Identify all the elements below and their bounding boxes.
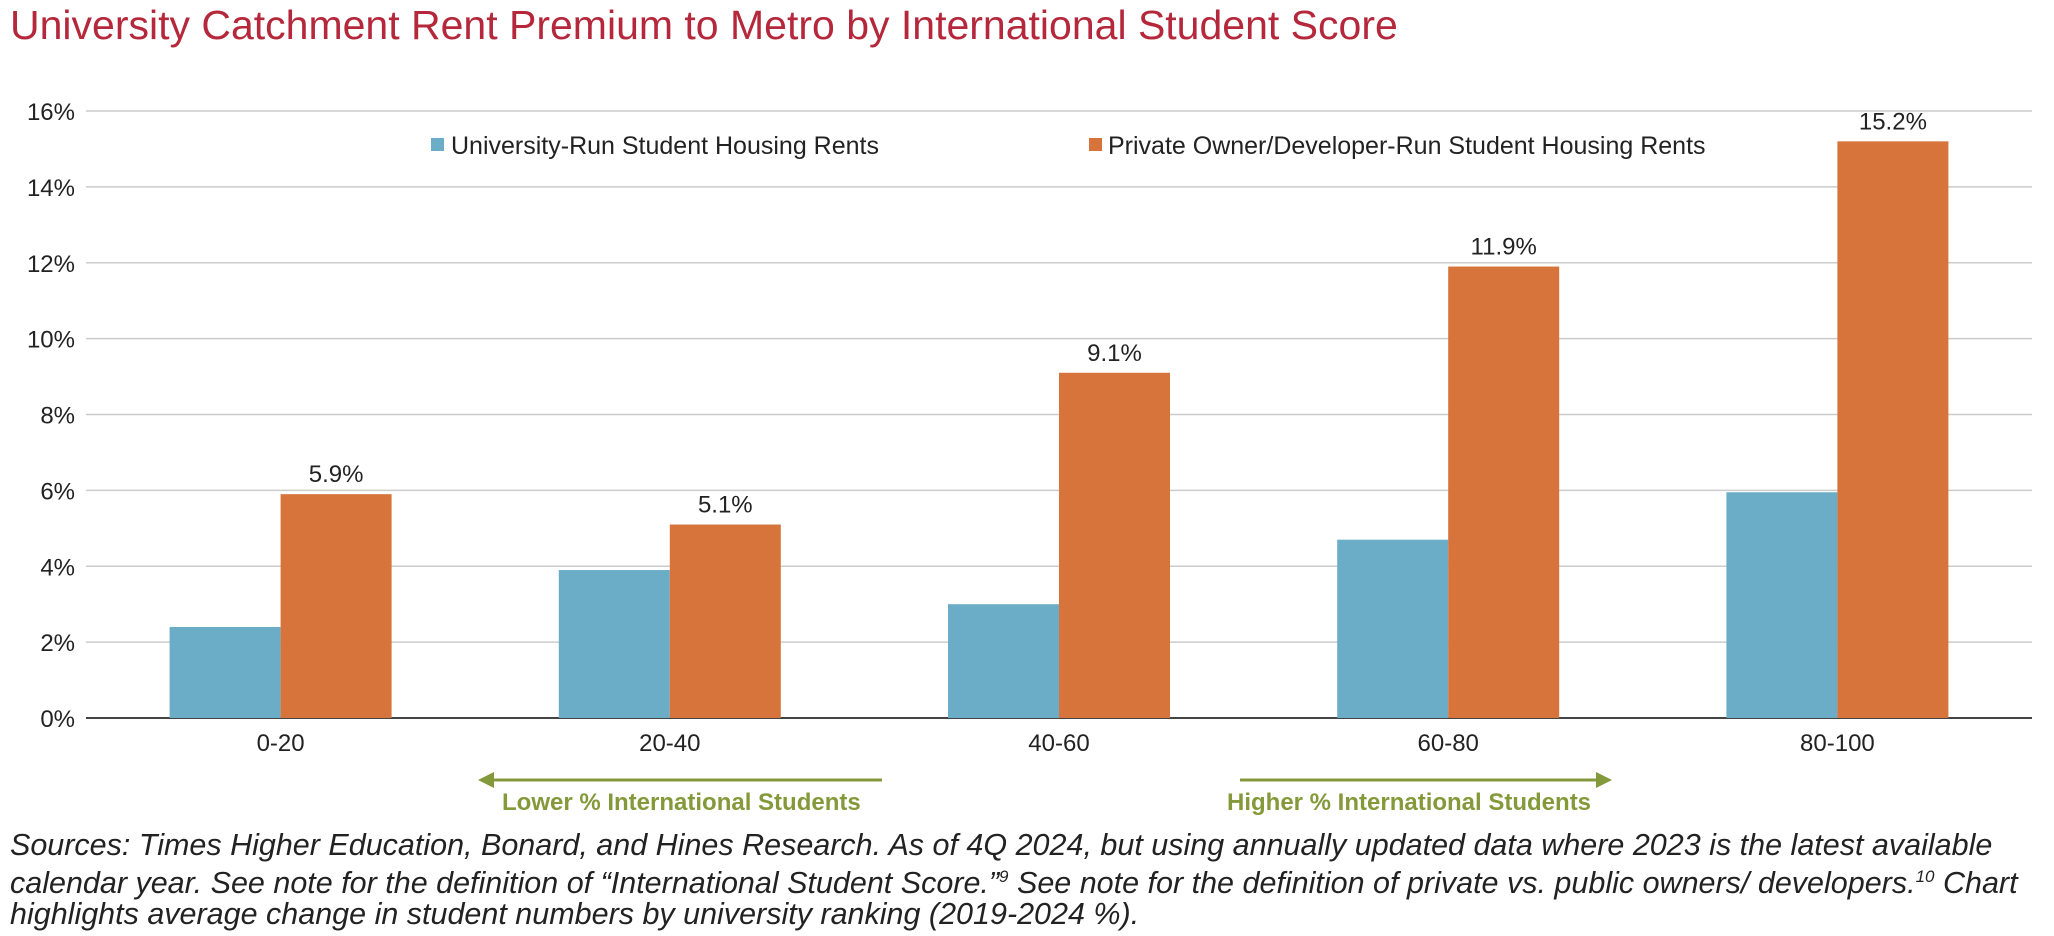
legend-label-university: University-Run Student Housing Rents — [451, 132, 879, 160]
legend-label-private: Private Owner/Developer-Run Student Hous… — [1108, 132, 1706, 160]
data-labels: 5.9% 5.1% 9.1% 11.9% 15.2% — [309, 108, 1927, 518]
x-tick-label: 40-60 — [1028, 730, 1089, 757]
data-label: 11.9% — [1471, 234, 1537, 261]
footnote-ref-9: 9 — [999, 867, 1009, 886]
annotation-lower: Lower % International Students — [478, 772, 882, 816]
source-note: Sources: Times Higher Education, Bonard,… — [10, 828, 2040, 932]
data-label: 15.2% — [1859, 108, 1927, 135]
data-label: 5.1% — [698, 492, 753, 519]
x-tick-label: 80-100 — [1800, 730, 1875, 757]
bar-private — [669, 524, 781, 718]
bar-private — [1448, 266, 1560, 718]
y-axis-ticks: 0% 2% 4% 6% 8% 10% 12% 14% 16% — [27, 99, 75, 733]
y-tick-label: 14% — [27, 175, 75, 202]
annotation-lower-label: Lower % International Students — [502, 789, 861, 816]
y-tick-label: 12% — [27, 251, 75, 278]
x-tick-label: 20-40 — [639, 730, 700, 757]
legend: University-Run Student Housing Rents Pri… — [431, 132, 1706, 160]
data-label: 9.1% — [1087, 340, 1142, 367]
source-part-2: See note for the definition of private v… — [1008, 866, 1916, 901]
y-tick-label: 6% — [40, 478, 75, 505]
bar-private — [1837, 141, 1949, 719]
data-label: 5.9% — [309, 461, 364, 488]
chart-title: University Catchment Rent Premium to Met… — [10, 2, 1398, 48]
y-tick-label: 16% — [27, 99, 75, 126]
arrow-left-head — [478, 772, 494, 788]
y-tick-label: 10% — [27, 327, 75, 354]
bar-university — [1337, 539, 1449, 718]
y-tick-label: 4% — [40, 554, 75, 581]
annotation-higher-label: Higher % International Students — [1227, 789, 1591, 816]
bars — [169, 141, 1949, 719]
source-part-1: Sources: Times Higher Education, Bonard,… — [10, 828, 1993, 901]
legend-swatch-private — [1089, 138, 1102, 151]
y-tick-label: 0% — [40, 706, 75, 733]
bar-chart: 0% 2% 4% 6% 8% 10% 12% 14% 16% 5.9% 5.1% 9.1% 11.9%… — [27, 99, 2032, 816]
bar-private — [280, 494, 392, 718]
footnote-ref-10: 10 — [1915, 867, 1935, 886]
arrow-right-head — [1596, 772, 1612, 788]
x-axis-ticks: 0-20 20-40 40-60 60-80 80-100 — [257, 730, 1875, 757]
bar-university — [948, 604, 1059, 718]
annotation-higher: Higher % International Students — [1227, 772, 1612, 816]
y-tick-label: 8% — [40, 403, 75, 430]
x-tick-label: 0-20 — [257, 730, 305, 757]
y-tick-label: 2% — [40, 630, 75, 657]
x-tick-label: 60-80 — [1418, 730, 1479, 757]
legend-swatch-university — [431, 138, 444, 151]
source-part-3: Chart highlights average change in stude… — [10, 866, 2018, 932]
bar-private — [1059, 372, 1170, 718]
bar-university — [1726, 492, 1838, 718]
bar-university — [558, 570, 670, 718]
bar-university — [169, 626, 281, 718]
